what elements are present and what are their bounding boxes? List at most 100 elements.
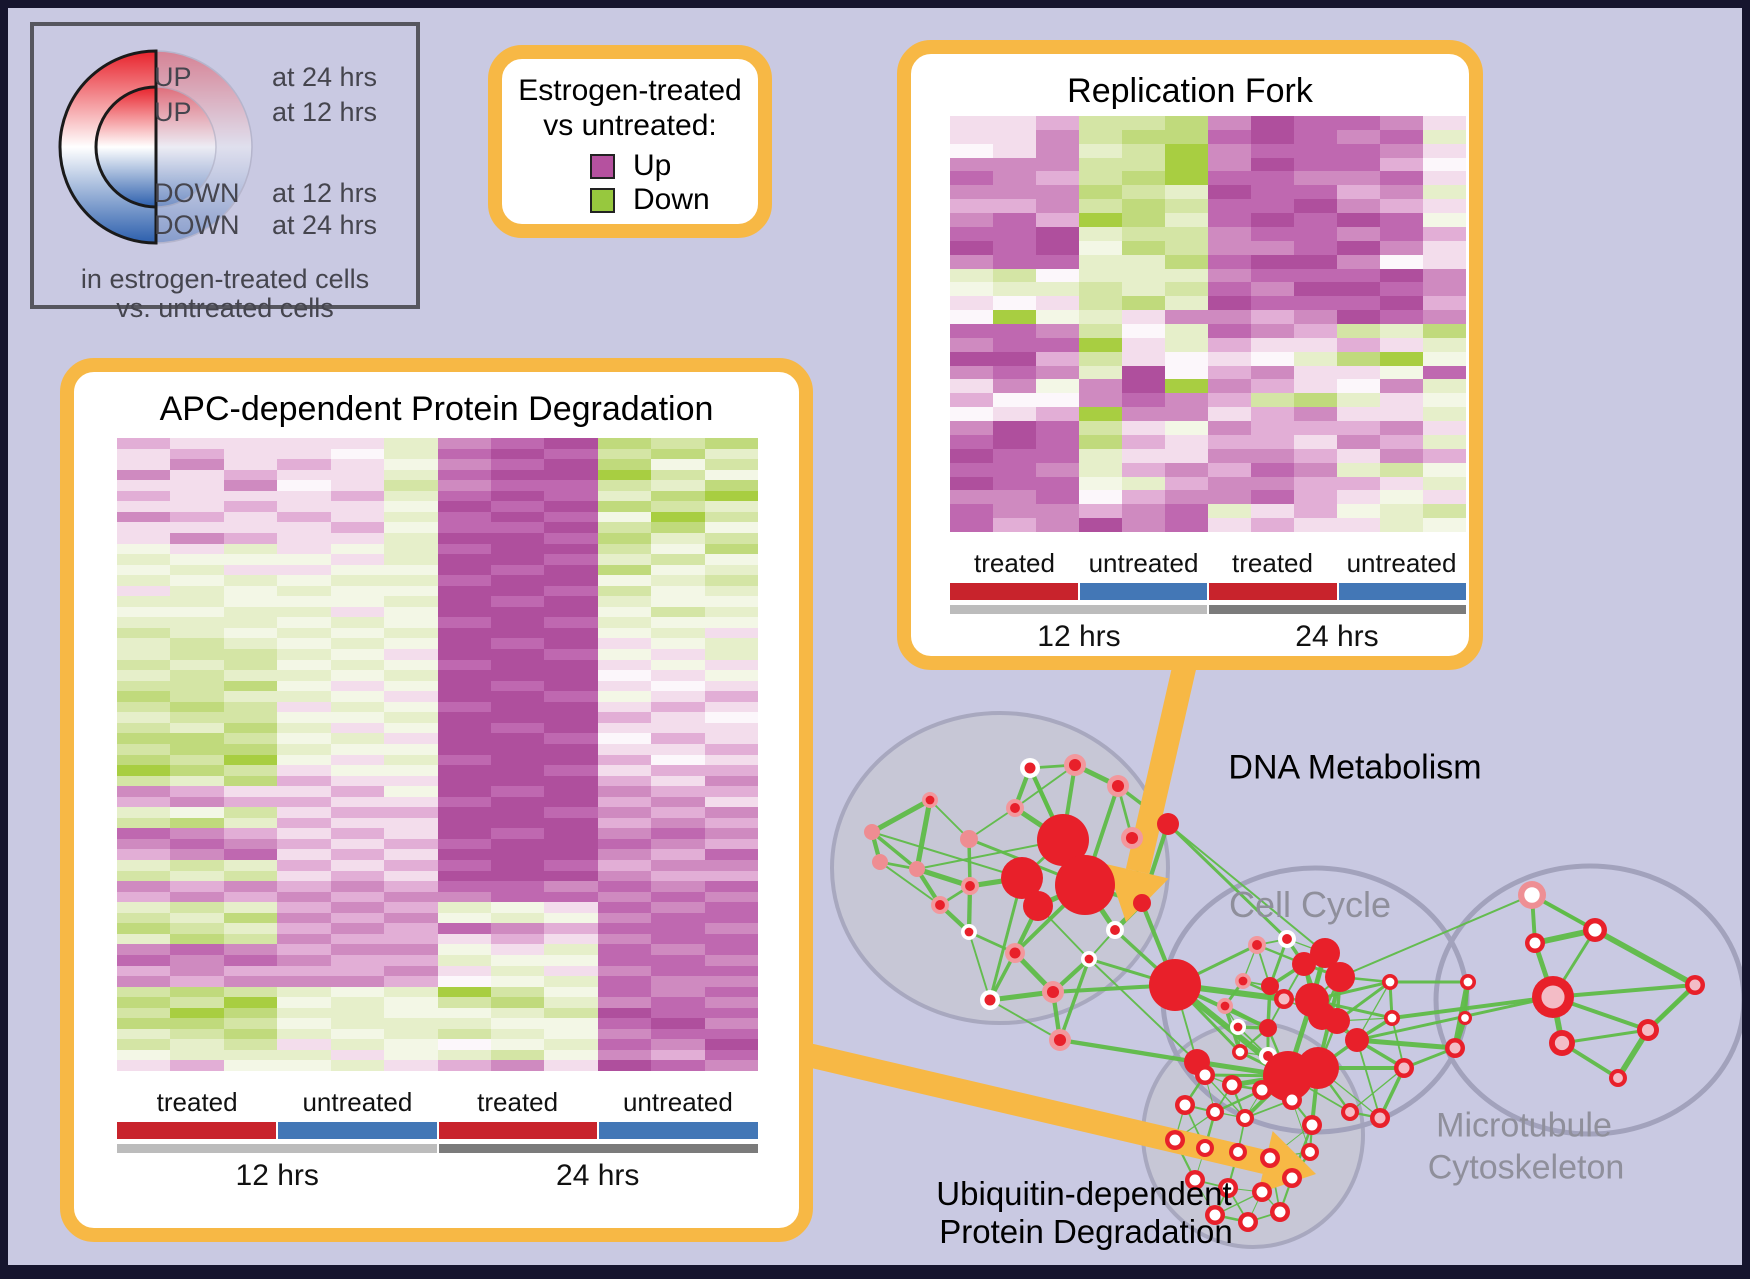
time-bar-12 xyxy=(950,605,1209,614)
heatmap-cell xyxy=(437,438,491,449)
heatmap-cell xyxy=(1036,282,1079,297)
heatmap-cell xyxy=(597,849,652,860)
heatmap-cell xyxy=(330,585,385,597)
heatmap-cell xyxy=(437,986,491,998)
heatmap-cell xyxy=(277,912,331,924)
heatmap-cell xyxy=(950,407,993,422)
heatmap-cell xyxy=(597,828,652,839)
heatmap-cell xyxy=(1251,351,1294,366)
flow-arrow-head xyxy=(1106,864,1169,922)
heatmap-cell xyxy=(117,1007,171,1019)
heatmap-cell xyxy=(1337,448,1380,463)
heatmap-cell xyxy=(1165,282,1208,297)
heatmap-cell xyxy=(490,765,545,776)
heatmap-cell xyxy=(384,944,438,955)
heatmap-cell xyxy=(597,881,652,892)
heatmap-cell xyxy=(597,649,652,660)
heatmap-cell xyxy=(223,564,278,576)
heatmap-cell xyxy=(1380,518,1423,532)
heatmap-cell xyxy=(117,448,171,460)
network-node-core xyxy=(1345,1107,1355,1117)
heatmap-cell xyxy=(277,997,331,1008)
heatmap-cell xyxy=(544,438,598,449)
heatmap-cell xyxy=(651,965,705,977)
heatmap-cell xyxy=(597,1007,652,1019)
heatmap-cell xyxy=(1122,476,1165,491)
network-node-core xyxy=(1169,1134,1181,1146)
apc-condition-bars xyxy=(117,1122,758,1139)
heatmap-legend-title-line2: vs untreated: xyxy=(543,109,717,143)
heatmap-cell xyxy=(330,480,385,491)
heatmap-cell xyxy=(437,965,491,977)
network-node-core xyxy=(1541,985,1565,1009)
heatmap-cell xyxy=(384,722,438,734)
heatmap-cell xyxy=(117,838,171,850)
heatmap-cell xyxy=(1423,379,1466,394)
heatmap-cell xyxy=(330,554,385,565)
heatmap-cell xyxy=(437,680,491,692)
heatmap-cell xyxy=(330,438,385,449)
heatmap-cell xyxy=(1337,185,1380,200)
heatmap-cell xyxy=(597,807,652,818)
heatmap-cell xyxy=(704,670,758,681)
heatmap-cell xyxy=(277,617,331,628)
heatmap-cell xyxy=(704,944,758,955)
heatmap-cell xyxy=(544,965,598,977)
heatmap-cell xyxy=(1079,199,1122,214)
heatmap-cell xyxy=(544,501,598,512)
network-node xyxy=(1001,857,1043,899)
heatmap-cell xyxy=(1380,365,1423,380)
heatmap-cell xyxy=(330,712,385,723)
heatmap-cell xyxy=(1337,504,1380,519)
heatmap-cell xyxy=(1122,171,1165,186)
heatmap-cell xyxy=(117,881,171,892)
heatmap-cell xyxy=(490,532,545,544)
network-node-core xyxy=(1286,1094,1298,1106)
network-node xyxy=(864,824,880,840)
heatmap-cell xyxy=(1165,213,1208,227)
heatmap-cell xyxy=(1423,185,1466,200)
network-node-core xyxy=(1641,1023,1655,1037)
heatmap-cell xyxy=(330,522,385,533)
heatmap-cell xyxy=(704,1018,758,1029)
heatmap-cell xyxy=(1165,490,1208,505)
network-node-core xyxy=(1282,934,1292,944)
heatmap-cell xyxy=(1423,407,1466,422)
heatmap-cell xyxy=(277,891,331,903)
heatmap-cell xyxy=(277,480,331,491)
heatmap-cell xyxy=(597,954,652,966)
network-node-core xyxy=(925,795,935,805)
heatmap-cell xyxy=(1079,213,1122,227)
network-node-core xyxy=(1554,1035,1570,1051)
heatmap-cell xyxy=(277,522,331,533)
heatmap-cell xyxy=(1122,462,1165,477)
cluster-ellipse-mt xyxy=(1433,863,1742,1137)
heatmap-cell xyxy=(490,501,545,512)
network-node-core xyxy=(1009,947,1021,959)
heatmap-cell xyxy=(1079,421,1122,435)
heatmap-cell xyxy=(223,627,278,639)
heatmap-cell xyxy=(170,722,224,734)
legend-down-24-time: at 24 hrs xyxy=(272,210,378,240)
heatmap-cell xyxy=(384,817,438,829)
heatmap-cell xyxy=(1380,421,1423,435)
heatmap-cell xyxy=(1165,393,1208,408)
heatmap-cell xyxy=(1122,407,1165,422)
heatmap-cell xyxy=(437,1018,491,1029)
untreated-bar xyxy=(277,1122,439,1139)
heatmap-cell xyxy=(1036,434,1079,449)
heatmap-cell xyxy=(1423,365,1466,380)
heatmap-cell xyxy=(1251,226,1294,241)
heatmap-cell xyxy=(437,902,491,913)
heatmap-cell xyxy=(330,596,385,607)
heatmap-cell xyxy=(651,480,705,491)
cond-label: treated xyxy=(1232,548,1313,578)
heatmap-cell xyxy=(490,617,545,628)
heatmap-cell xyxy=(1165,337,1208,352)
cond-label: treated xyxy=(156,1087,238,1117)
heatmap-cell xyxy=(704,849,758,860)
heatmap-cell xyxy=(1251,407,1294,422)
heatmap-cell xyxy=(1122,490,1165,505)
heatmap-cell xyxy=(950,434,993,449)
heatmap-cell xyxy=(330,532,385,544)
